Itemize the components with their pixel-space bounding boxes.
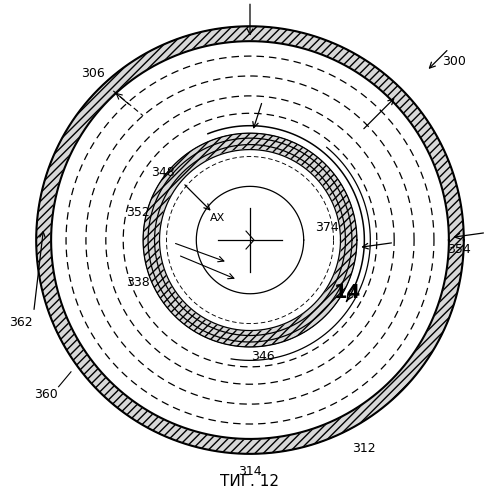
Circle shape [143, 133, 357, 347]
Text: 312: 312 [352, 442, 376, 456]
Text: 14: 14 [334, 283, 360, 302]
Circle shape [51, 41, 449, 439]
Text: 362: 362 [10, 316, 33, 328]
Text: 306: 306 [82, 67, 105, 80]
Text: 360: 360 [34, 388, 58, 400]
Text: ΤИГ. 12: ΤИГ. 12 [220, 474, 280, 488]
Text: 314: 314 [238, 465, 262, 478]
Circle shape [160, 150, 340, 330]
Text: AX: AX [210, 212, 226, 222]
Circle shape [196, 186, 304, 294]
Text: 348: 348 [151, 166, 175, 179]
Text: 346: 346 [250, 350, 274, 364]
Text: 352: 352 [126, 206, 150, 219]
Circle shape [36, 26, 464, 454]
Text: 374: 374 [315, 221, 339, 234]
Text: 300: 300 [442, 54, 466, 68]
Text: 354: 354 [447, 244, 470, 256]
Text: 338: 338 [126, 276, 150, 289]
